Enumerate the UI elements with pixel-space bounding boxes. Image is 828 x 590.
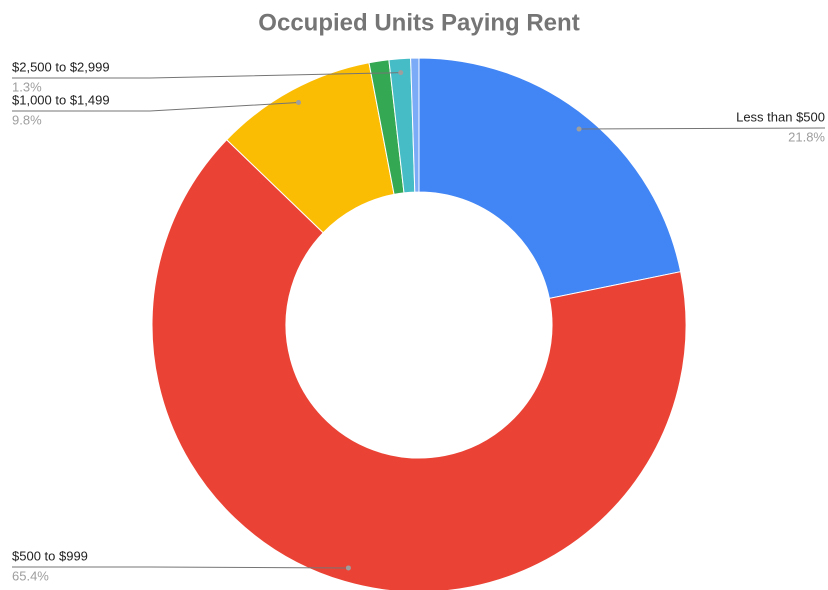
slice-label: $1,000 to $1,499 bbox=[12, 92, 110, 107]
leader-line bbox=[12, 102, 299, 112]
leader-line bbox=[12, 566, 349, 569]
donut-slice bbox=[418, 57, 682, 300]
slice-label: $500 to $999 bbox=[12, 548, 88, 563]
slice-value-label: 1.3% bbox=[12, 79, 42, 94]
leader-line bbox=[12, 72, 401, 79]
chart-title: Occupied Units Paying Rent bbox=[258, 9, 579, 36]
leader-line bbox=[579, 127, 826, 130]
slice-value-label: 65.4% bbox=[12, 568, 49, 583]
leader-dot bbox=[345, 565, 351, 571]
leader-dot bbox=[398, 70, 404, 76]
slice-label: $2,500 to $2,999 bbox=[12, 59, 110, 74]
donut-slice bbox=[410, 57, 420, 193]
leader-dot bbox=[296, 100, 302, 106]
donut-slice bbox=[151, 139, 687, 590]
slice-value-label: 9.8% bbox=[12, 112, 42, 127]
slice-value-label: 21.8% bbox=[788, 129, 825, 144]
slice-label: Less than $500 bbox=[736, 109, 825, 124]
leader-dot bbox=[576, 126, 582, 132]
